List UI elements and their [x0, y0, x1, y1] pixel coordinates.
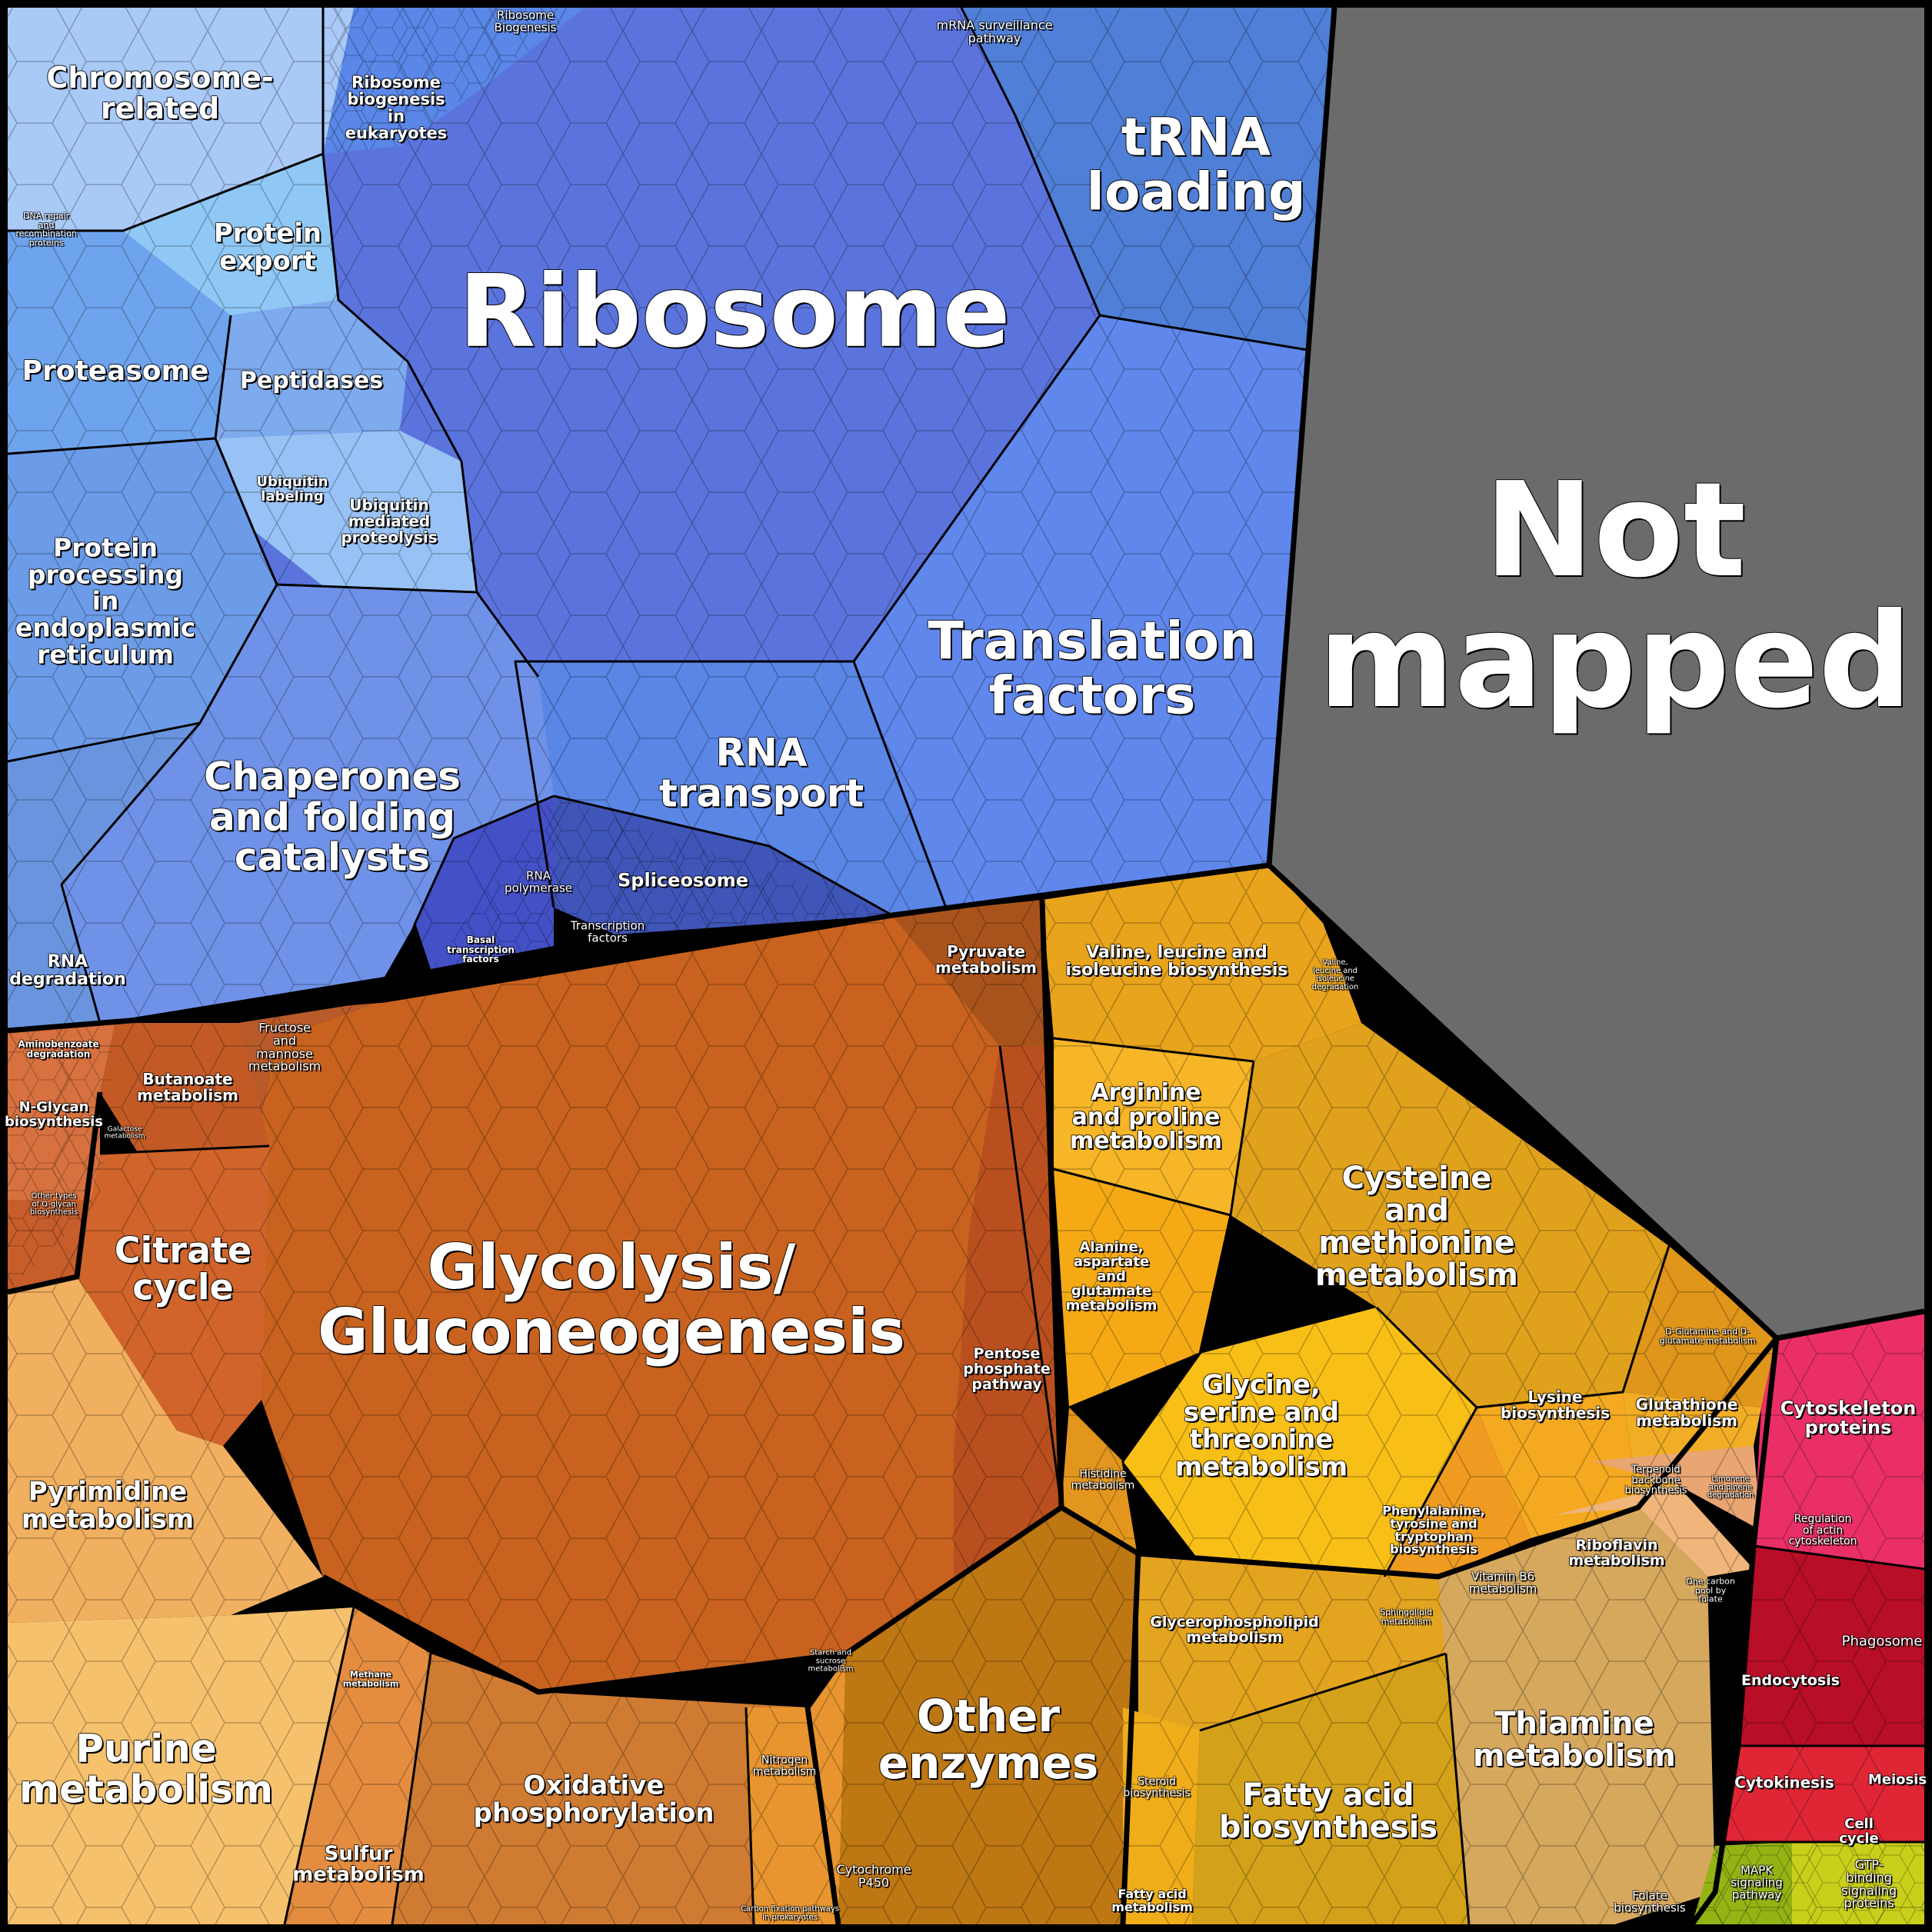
region-boundaries: [7, 7, 1925, 1925]
region-not-mapped: [1269, 8, 1924, 1338]
